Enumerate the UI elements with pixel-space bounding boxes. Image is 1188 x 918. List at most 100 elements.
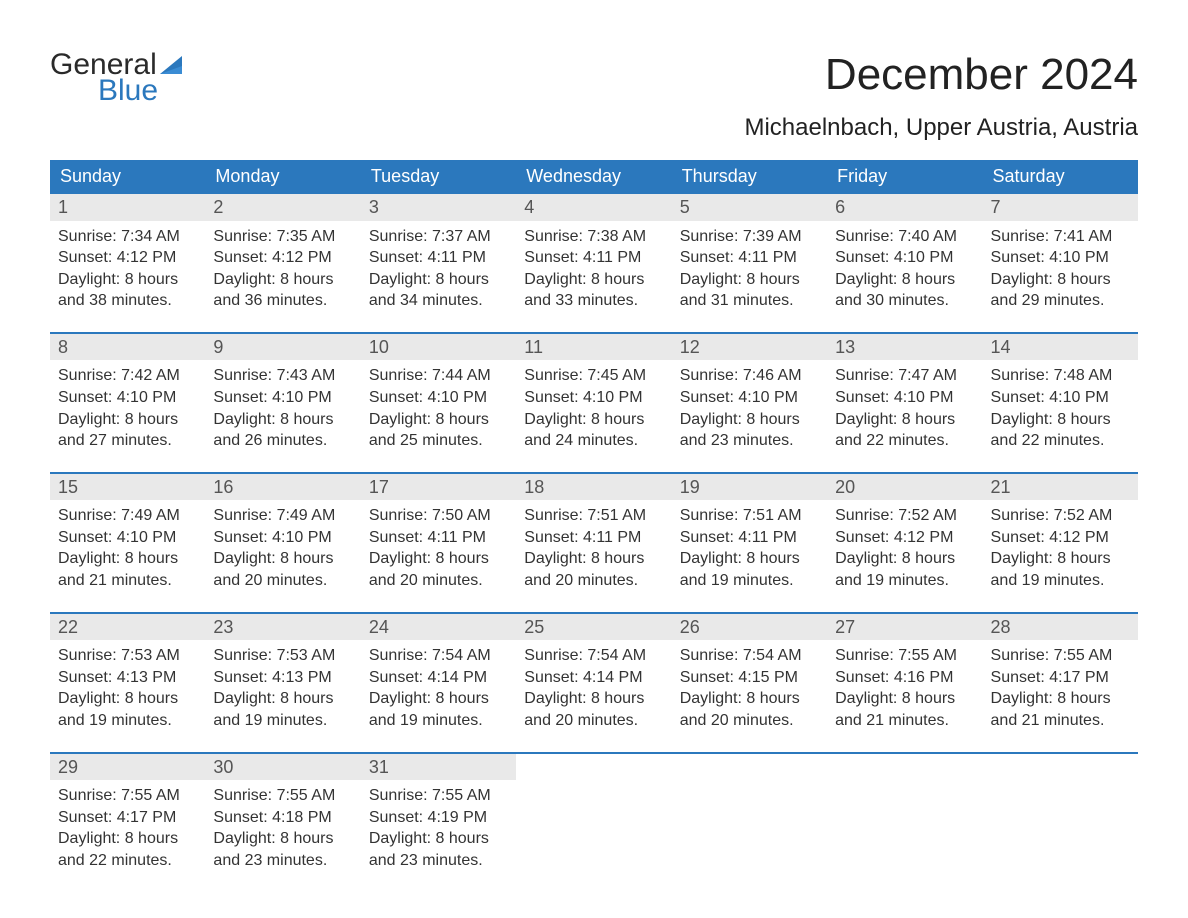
day-info: Sunrise: 7:47 AMSunset: 4:10 PMDaylight:… [827,360,982,451]
info-sunset: Sunset: 4:11 PM [369,247,508,269]
info-day1: Daylight: 8 hours [369,548,508,570]
info-day2: and 38 minutes. [58,290,197,312]
day-cell: 28Sunrise: 7:55 AMSunset: 4:17 PMDayligh… [983,614,1138,752]
info-sunrise: Sunrise: 7:47 AM [835,365,974,387]
date-number: 8 [50,334,205,361]
date-number: 7 [983,194,1138,221]
info-sunset: Sunset: 4:13 PM [58,667,197,689]
week-row: 22Sunrise: 7:53 AMSunset: 4:13 PMDayligh… [50,612,1138,752]
day-info: Sunrise: 7:44 AMSunset: 4:10 PMDaylight:… [361,360,516,451]
info-sunrise: Sunrise: 7:55 AM [369,785,508,807]
day-info: Sunrise: 7:55 AMSunset: 4:19 PMDaylight:… [361,780,516,871]
info-sunrise: Sunrise: 7:43 AM [213,365,352,387]
info-day2: and 34 minutes. [369,290,508,312]
calendar: Sunday Monday Tuesday Wednesday Thursday… [50,160,1138,891]
day-cell: 8Sunrise: 7:42 AMSunset: 4:10 PMDaylight… [50,334,205,472]
info-sunset: Sunset: 4:10 PM [213,387,352,409]
weeks-container: 1Sunrise: 7:34 AMSunset: 4:12 PMDaylight… [50,194,1138,891]
day-info: Sunrise: 7:49 AMSunset: 4:10 PMDaylight:… [205,500,360,591]
info-sunset: Sunset: 4:10 PM [58,527,197,549]
date-number: 13 [827,334,982,361]
info-sunrise: Sunrise: 7:41 AM [991,226,1130,248]
info-sunrise: Sunrise: 7:39 AM [680,226,819,248]
day-info: Sunrise: 7:53 AMSunset: 4:13 PMDaylight:… [50,640,205,731]
info-sunrise: Sunrise: 7:55 AM [991,645,1130,667]
info-day2: and 26 minutes. [213,430,352,452]
info-day2: and 30 minutes. [835,290,974,312]
page-title: December 2024 [825,50,1138,100]
info-sunset: Sunset: 4:10 PM [835,247,974,269]
info-sunset: Sunset: 4:11 PM [524,247,663,269]
info-sunrise: Sunrise: 7:55 AM [58,785,197,807]
info-day1: Daylight: 8 hours [213,269,352,291]
info-day1: Daylight: 8 hours [835,688,974,710]
info-day1: Daylight: 8 hours [835,548,974,570]
info-sunset: Sunset: 4:10 PM [369,387,508,409]
info-day1: Daylight: 8 hours [524,409,663,431]
day-cell [827,754,982,892]
info-day1: Daylight: 8 hours [991,409,1130,431]
day-cell: 24Sunrise: 7:54 AMSunset: 4:14 PMDayligh… [361,614,516,752]
day-info: Sunrise: 7:55 AMSunset: 4:18 PMDaylight:… [205,780,360,871]
day-cell: 4Sunrise: 7:38 AMSunset: 4:11 PMDaylight… [516,194,671,332]
day-info: Sunrise: 7:46 AMSunset: 4:10 PMDaylight:… [672,360,827,451]
day-cell: 7 Sunrise: 7:41 AMSunset: 4:10 PMDaylight… [983,194,1138,332]
day-info: Sunrise: 7:53 AMSunset: 4:13 PMDaylight:… [205,640,360,731]
date-number: 30 [205,754,360,781]
day-info: Sunrise: 7:52 AMSunset: 4:12 PMDaylight:… [827,500,982,591]
info-day2: and 21 minutes. [58,570,197,592]
info-day2: and 22 minutes. [991,430,1130,452]
dayname-friday: Friday [827,160,982,194]
day-cell [983,754,1138,892]
info-day1: Daylight: 8 hours [58,548,197,570]
day-info: Sunrise: 7:52 AMSunset: 4:12 PMDaylight:… [983,500,1138,591]
info-sunrise: Sunrise: 7:53 AM [213,645,352,667]
info-day2: and 22 minutes. [835,430,974,452]
date-number: 31 [361,754,516,781]
info-sunrise: Sunrise: 7:52 AM [991,505,1130,527]
dayname-sunday: Sunday [50,160,205,194]
info-sunrise: Sunrise: 7:55 AM [213,785,352,807]
day-cell: 11Sunrise: 7:45 AMSunset: 4:10 PMDayligh… [516,334,671,472]
header: General Blue December 2024 [50,50,1138,106]
info-day1: Daylight: 8 hours [991,269,1130,291]
date-number: 3 [361,194,516,221]
info-sunset: Sunset: 4:10 PM [835,387,974,409]
brand-logo: General Blue [50,50,182,106]
info-sunset: Sunset: 4:11 PM [369,527,508,549]
day-cell: 25Sunrise: 7:54 AMSunset: 4:14 PMDayligh… [516,614,671,752]
date-number: 27 [827,614,982,641]
info-sunset: Sunset: 4:17 PM [58,807,197,829]
info-sunset: Sunset: 4:11 PM [680,527,819,549]
date-number: 20 [827,474,982,501]
date-number: 2 [205,194,360,221]
date-number: 18 [516,474,671,501]
info-sunrise: Sunrise: 7:54 AM [369,645,508,667]
day-info: Sunrise: 7:50 AMSunset: 4:11 PMDaylight:… [361,500,516,591]
info-sunrise: Sunrise: 7:53 AM [58,645,197,667]
week-row: 1Sunrise: 7:34 AMSunset: 4:12 PMDaylight… [50,194,1138,332]
day-info: Sunrise: 7:55 AMSunset: 4:17 PMDaylight:… [50,780,205,871]
day-cell: 13Sunrise: 7:47 AMSunset: 4:10 PMDayligh… [827,334,982,472]
dayname-thursday: Thursday [672,160,827,194]
day-cell: 31Sunrise: 7:55 AMSunset: 4:19 PMDayligh… [361,754,516,892]
location-subtitle: Michaelnbach, Upper Austria, Austria [50,114,1138,142]
info-day2: and 33 minutes. [524,290,663,312]
day-info: Sunrise: 7:55 AMSunset: 4:17 PMDaylight:… [983,640,1138,731]
info-sunset: Sunset: 4:10 PM [680,387,819,409]
info-day1: Daylight: 8 hours [835,269,974,291]
info-day2: and 19 minutes. [991,570,1130,592]
day-info: Sunrise: 7:55 AMSunset: 4:16 PMDaylight:… [827,640,982,731]
info-sunrise: Sunrise: 7:51 AM [524,505,663,527]
info-sunset: Sunset: 4:18 PM [213,807,352,829]
info-day1: Daylight: 8 hours [369,409,508,431]
info-sunset: Sunset: 4:10 PM [991,247,1130,269]
day-cell [516,754,671,892]
info-sunrise: Sunrise: 7:42 AM [58,365,197,387]
info-sunset: Sunset: 4:11 PM [680,247,819,269]
info-sunset: Sunset: 4:15 PM [680,667,819,689]
day-info: Sunrise: 7:48 AMSunset: 4:10 PMDaylight:… [983,360,1138,451]
info-day2: and 19 minutes. [58,710,197,732]
dayname-wednesday: Wednesday [516,160,671,194]
info-day2: and 22 minutes. [58,850,197,872]
